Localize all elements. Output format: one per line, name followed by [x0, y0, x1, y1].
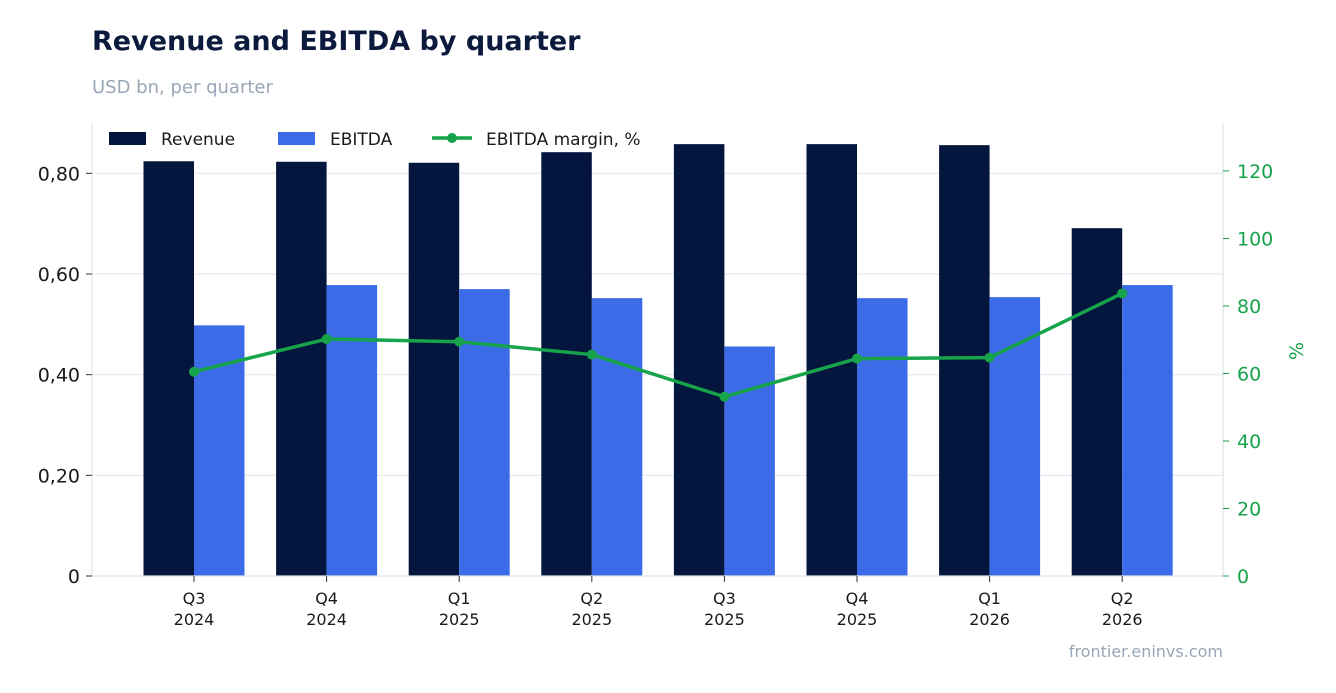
bar-revenue: [673, 144, 725, 576]
y-right-tick-label: 80: [1237, 296, 1261, 318]
legend-swatch-revenue: [109, 132, 146, 145]
x-tick-label-year: 2025: [837, 610, 878, 629]
bar-revenue: [1071, 228, 1123, 577]
y-left-tick-label: 0,60: [38, 264, 80, 286]
margin-point: [719, 391, 730, 402]
x-tick-label-year: 2025: [704, 610, 745, 629]
x-tick-label-year: 2025: [571, 610, 612, 629]
margin-point: [321, 334, 332, 345]
x-tick-label-year: 2025: [439, 610, 480, 629]
grid-layer: [92, 172, 1223, 476]
axes-layer: 0 0,20 0,40 0,60 0,80 0 20 40 60 80 100 120% Q3 2024 Q…: [38, 123, 1308, 629]
bar-ebitda: [724, 346, 775, 576]
bar-revenue: [143, 161, 194, 576]
bar-revenue: [276, 161, 327, 577]
chart-subtitle: USD bn, per quarter: [92, 77, 273, 98]
x-tick-label-quarter: Q3: [183, 589, 206, 608]
y-left-tick-label: 0,40: [38, 365, 80, 387]
y-left-tick-label: 0: [68, 566, 80, 588]
x-tick-label-quarter: Q2: [1111, 589, 1134, 608]
x-tick-label-year: 2024: [174, 610, 215, 629]
bar-ebitda: [989, 297, 1041, 576]
chart-source: frontier.eninvs.com: [1068, 642, 1223, 661]
x-tick-label-year: 2026: [1102, 610, 1143, 629]
x-tick-label-quarter: Q3: [713, 589, 736, 608]
margin-line: [193, 291, 1123, 399]
y-right-tick-label: 0: [1237, 566, 1249, 588]
legend-label-ebitda: EBITDA: [330, 130, 393, 150]
bars-layer: [143, 144, 1173, 577]
legend: Revenue EBITDA EBITDA margin, %: [109, 130, 641, 150]
bar-revenue: [408, 162, 460, 576]
x-tick-label-quarter: Q4: [846, 589, 869, 608]
bar-ebitda: [591, 298, 643, 576]
x-tick-label-quarter: Q1: [448, 589, 471, 608]
margin-point: [189, 366, 199, 377]
legend-label-revenue: Revenue: [161, 130, 235, 150]
x-tick-label-quarter: Q2: [580, 589, 603, 608]
y-right-tick-label: 20: [1237, 498, 1261, 520]
x-tick-label-year: 2026: [969, 610, 1010, 629]
y-right-tick-label: 120: [1237, 161, 1273, 183]
margin-point: [454, 336, 465, 347]
legend-swatch-ebitda: [278, 132, 315, 145]
bar-ebitda: [326, 285, 378, 576]
y-left-tick-label: 0,80: [38, 163, 80, 185]
bar-ebitda: [857, 298, 908, 576]
y-right-tick-label: 60: [1237, 363, 1261, 385]
legend-marker-ebitda-margin: [447, 133, 457, 143]
y-right-tick-label: 100: [1237, 228, 1273, 250]
margin-point: [984, 352, 995, 363]
bar-revenue: [541, 152, 592, 576]
margin-point: [586, 349, 597, 360]
line-layer: [189, 288, 1128, 402]
y-right-axis-label: %: [1286, 342, 1308, 360]
bar-ebitda: [459, 289, 510, 576]
x-tick-label-quarter: Q4: [315, 589, 338, 608]
y-left-tick-label: 0,20: [38, 465, 80, 487]
bar-ebitda: [1122, 285, 1173, 576]
bar-revenue: [939, 145, 990, 576]
y-right-tick-label: 40: [1237, 431, 1261, 453]
chart-title: Revenue and EBITDA by quarter: [92, 26, 581, 57]
margin-point: [852, 353, 862, 364]
x-tick-label-year: 2024: [306, 610, 347, 629]
x-tick-label-quarter: Q1: [978, 589, 1001, 608]
legend-label-ebitda-margin: EBITDA margin, %: [486, 130, 641, 150]
margin-point: [1117, 288, 1128, 299]
